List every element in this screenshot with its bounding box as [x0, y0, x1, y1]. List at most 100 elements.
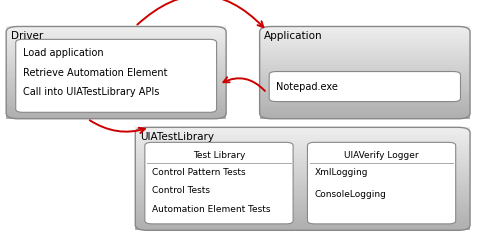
Bar [6, 38, 226, 40]
Bar [135, 202, 469, 205]
Bar [259, 61, 469, 63]
Bar [135, 184, 469, 186]
Bar [135, 186, 469, 189]
Text: Call into UIATestLibrary APIs: Call into UIATestLibrary APIs [23, 87, 159, 97]
Bar [259, 116, 469, 119]
Bar [259, 26, 469, 29]
Bar [135, 137, 469, 140]
Bar [259, 52, 469, 54]
Bar [259, 35, 469, 38]
Bar [6, 91, 226, 93]
Text: Control Pattern Tests: Control Pattern Tests [152, 168, 245, 177]
Bar [135, 173, 469, 176]
Bar [135, 191, 469, 194]
Bar [6, 116, 226, 119]
Bar [259, 91, 469, 93]
Bar [135, 156, 469, 158]
Bar [259, 63, 469, 66]
Bar [135, 220, 469, 223]
Bar [135, 210, 469, 212]
Bar [6, 26, 226, 29]
Bar [6, 98, 226, 100]
Bar [6, 63, 226, 66]
Bar [135, 176, 469, 179]
Bar [6, 40, 226, 43]
Bar [6, 77, 226, 80]
Bar [6, 56, 226, 59]
Bar [6, 29, 226, 31]
Bar [135, 148, 469, 151]
Bar [259, 45, 469, 47]
Bar [6, 109, 226, 112]
Bar [259, 98, 469, 100]
Text: Load application: Load application [23, 48, 103, 58]
Bar [259, 96, 469, 98]
Bar [135, 140, 469, 143]
FancyBboxPatch shape [144, 142, 292, 224]
Bar [6, 112, 226, 114]
FancyBboxPatch shape [307, 142, 455, 224]
Bar [135, 160, 469, 163]
Bar [259, 68, 469, 70]
Bar [135, 153, 469, 156]
Text: Retrieve Automation Element: Retrieve Automation Element [23, 68, 167, 78]
Bar [259, 65, 469, 68]
Bar [6, 47, 226, 50]
Bar [6, 33, 226, 36]
Bar [135, 163, 469, 166]
Text: Application: Application [264, 31, 323, 41]
Bar [135, 204, 469, 207]
Bar [259, 47, 469, 50]
Bar [259, 105, 469, 107]
Bar [259, 86, 469, 89]
Text: Automation Element Tests: Automation Element Tests [152, 205, 270, 214]
Bar [6, 68, 226, 70]
Bar [6, 102, 226, 105]
Bar [135, 171, 469, 174]
Bar [135, 135, 469, 138]
Bar [135, 168, 469, 171]
Bar [259, 49, 469, 52]
Bar [6, 52, 226, 54]
Bar [135, 189, 469, 192]
Bar [6, 72, 226, 75]
Bar [6, 70, 226, 73]
Bar [6, 100, 226, 103]
Bar [259, 77, 469, 80]
Bar [259, 42, 469, 45]
Text: Driver: Driver [11, 31, 43, 41]
Bar [6, 96, 226, 98]
Bar [6, 54, 226, 56]
Bar [135, 166, 469, 169]
Bar [6, 49, 226, 52]
Bar [6, 114, 226, 116]
Bar [259, 109, 469, 112]
Bar [135, 150, 469, 153]
Bar [135, 194, 469, 197]
Bar [135, 145, 469, 148]
Bar [135, 222, 469, 225]
Bar [259, 56, 469, 59]
Bar [6, 82, 226, 84]
Bar [135, 181, 469, 184]
Bar [6, 31, 226, 34]
Bar [259, 38, 469, 40]
Text: UIATestLibrary: UIATestLibrary [140, 132, 214, 142]
Bar [259, 54, 469, 56]
Text: XmlLogging: XmlLogging [314, 168, 367, 177]
Bar [135, 143, 469, 145]
Bar [6, 42, 226, 45]
Bar [135, 199, 469, 202]
Bar [259, 33, 469, 36]
Bar [135, 215, 469, 217]
Bar [6, 45, 226, 47]
Bar [6, 75, 226, 77]
Bar [135, 127, 469, 130]
Bar [135, 130, 469, 132]
FancyBboxPatch shape [269, 72, 459, 101]
Bar [6, 93, 226, 96]
Bar [6, 65, 226, 68]
Bar [259, 29, 469, 31]
Bar [259, 75, 469, 77]
Bar [6, 105, 226, 107]
